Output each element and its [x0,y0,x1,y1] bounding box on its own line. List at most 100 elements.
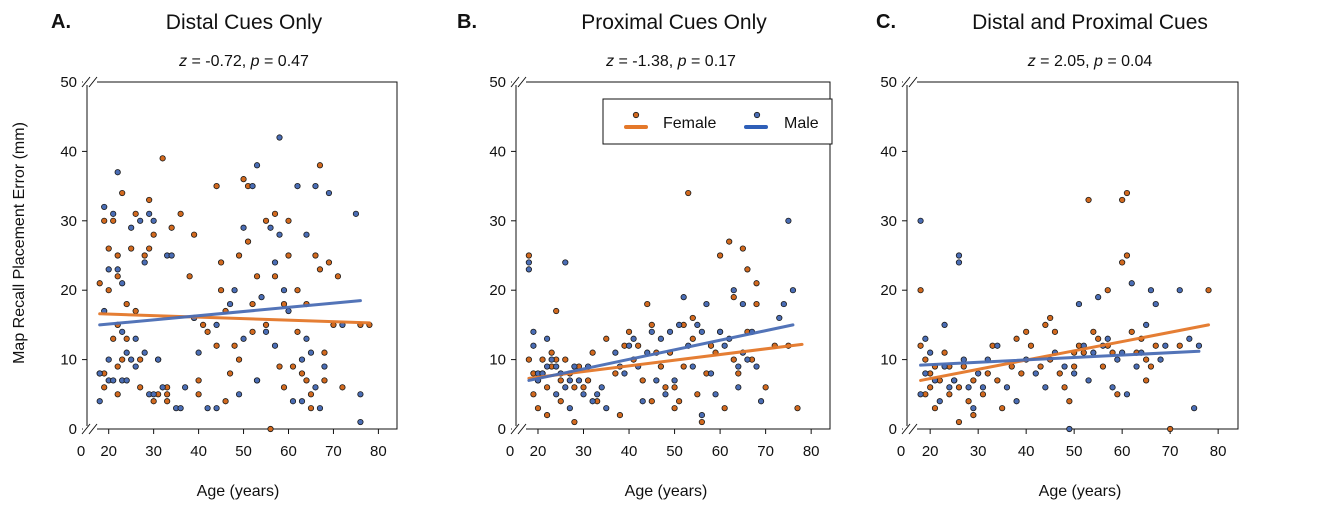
male-point [298,398,306,405]
female-point [141,252,148,259]
female-point [1051,328,1059,335]
male-point [128,224,135,231]
x-tick-label: 70 [1162,443,1179,460]
female-point [648,398,655,405]
male-point [917,391,924,398]
female-point [307,391,315,398]
male-point [213,405,220,412]
y-tick-label: 50 [489,74,506,91]
male-point [562,384,569,391]
male-point [707,370,715,377]
female-point [316,162,324,169]
male-point [128,356,135,363]
female-point [146,245,153,252]
female-point [244,238,252,245]
male-point [562,259,569,266]
female-point [1147,363,1155,370]
female-point [294,328,301,335]
male-point [955,252,963,259]
x-tick-label: 0 [897,443,905,460]
legend-box [602,98,833,145]
male-point [357,418,364,426]
female-point [280,384,288,391]
female-point [1056,370,1063,377]
male-point [253,377,261,384]
female-point [534,405,542,412]
female-point [1013,335,1020,342]
plot-frame [86,81,398,430]
female-point [543,384,551,391]
panel-a-stat: z = -0.72, p = 0.47 [178,53,309,70]
male-point [1186,335,1193,342]
axis-break-mark [517,76,527,88]
female-point [571,384,578,391]
female-point [931,405,939,412]
x-tick-label: 0 [77,443,85,460]
female-trend-line [527,342,804,380]
female-point [1095,335,1102,342]
male-point [262,328,270,335]
female-point [128,245,135,252]
female-point [316,266,324,273]
y-tick-label: 40 [880,143,897,160]
male-point [110,377,117,384]
female-point [159,155,166,162]
male-point [1061,363,1068,370]
male-point [936,398,943,405]
male-point [105,356,112,363]
female-point [123,335,130,342]
female-point [580,384,587,391]
y-tick-label: 50 [60,74,77,91]
female-point [321,377,328,384]
female-point [114,363,121,370]
male-point [1157,356,1164,363]
male-point [240,224,247,231]
legend-female-marker [632,111,640,119]
male-point [548,356,555,363]
male-point [307,349,315,356]
panel-c-plot: 0 10 20 30 40 50 0 20 30 40 50 60 70 80 [880,74,1239,460]
female-point [150,231,157,238]
female-point [280,300,288,308]
male-point [177,405,184,412]
x-tick-label: 50 [235,443,252,460]
female-point [249,300,256,308]
male-point [267,224,274,231]
female-point [689,314,696,322]
male-point [671,377,678,384]
female-point [970,412,977,419]
male-point [744,356,751,363]
male-point [566,405,573,412]
male-point [543,363,551,370]
panel-b-title: Proximal Cues Only [581,11,767,34]
male-point [168,252,175,259]
axis-break-mark [88,76,98,88]
male-point [594,391,601,398]
female-point [1061,384,1068,391]
male-point [1147,287,1155,294]
male-point [105,266,112,273]
female-point [753,300,760,308]
male-point [141,259,148,266]
panel-c: C. Distal and Proximal Cues z = 2.05, p … [876,11,1239,500]
female-point [1037,363,1044,370]
male-point [553,363,560,370]
female-point [235,356,243,363]
male-point [739,300,746,308]
legend-male-marker [753,111,761,119]
x-tick-label: 40 [190,443,207,460]
female-point [671,405,678,412]
female-point [96,280,103,287]
female-point [195,391,202,398]
male-point [721,342,728,349]
male-point [657,335,665,342]
female-point [105,245,112,252]
female-point [114,391,121,398]
y-tick-label: 20 [880,282,897,299]
male-point [979,384,987,391]
female-point [235,252,243,259]
axis-break-mark [517,423,527,435]
female-point [584,377,592,384]
male-point [1123,391,1131,398]
male-point [132,363,139,370]
